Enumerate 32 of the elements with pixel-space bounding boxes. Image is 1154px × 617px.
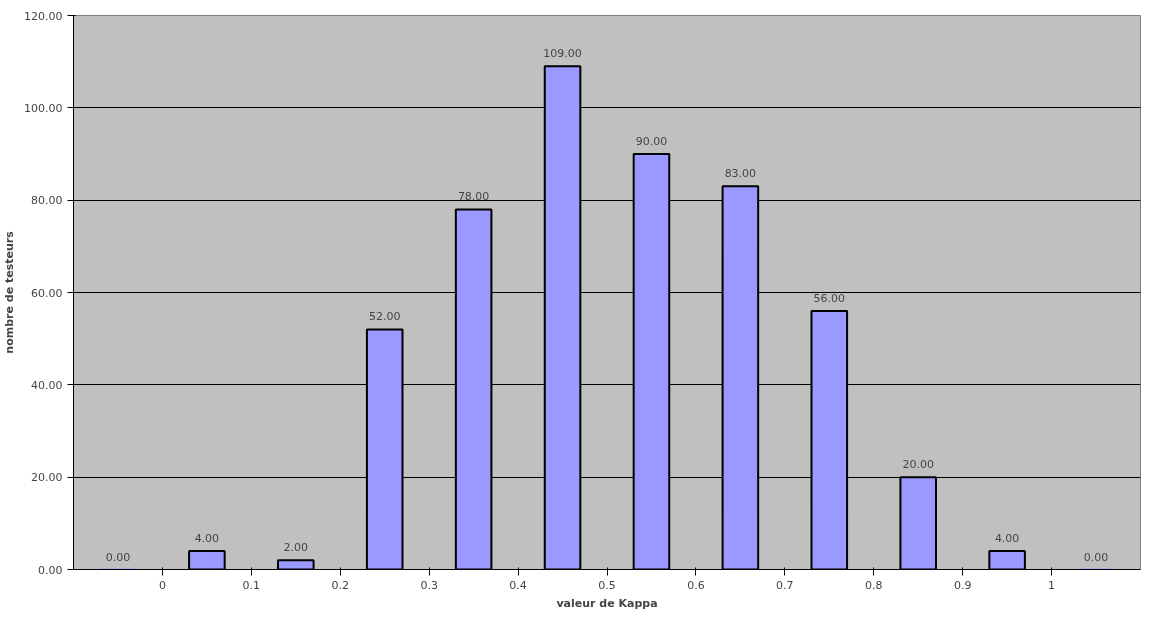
y-tick-label: 120.00 — [24, 9, 63, 23]
y-axis-title: nombre de testeurs — [3, 230, 17, 354]
x-tick-label: 0.1 — [242, 578, 261, 592]
x-tick-label: 0.8 — [865, 578, 883, 592]
x-tick-label: 0.2 — [331, 578, 349, 592]
data-label: 83.00 — [724, 167, 757, 181]
y-tick-label: 60.00 — [31, 286, 63, 300]
x-tick-label: 0.4 — [509, 578, 527, 592]
x-tick-label: 0.5 — [598, 578, 616, 592]
data-label: 78.00 — [457, 190, 490, 204]
x-tick-label: 0 — [158, 578, 166, 592]
data-label: 109.00 — [543, 47, 582, 61]
x-tick-label: 0.9 — [953, 578, 972, 592]
data-label: 52.00 — [368, 310, 401, 324]
data-label: 0.00 — [1083, 550, 1109, 564]
x-tick-label: 0.3 — [420, 578, 438, 592]
x-axis-title: valeur de Kappa — [556, 596, 658, 610]
data-label: 56.00 — [813, 291, 846, 305]
x-tick-label: 0.6 — [687, 578, 705, 592]
y-tick-label: 100.00 — [24, 101, 63, 115]
y-tick-label: 80.00 — [31, 194, 63, 208]
x-tick-label: 1 — [1048, 578, 1056, 592]
data-label: 2.00 — [283, 541, 309, 555]
y-tick-label: 20.00 — [31, 471, 63, 485]
x-tick-label: 0.7 — [776, 578, 794, 592]
data-label: 4.00 — [994, 532, 1020, 546]
data-label: 90.00 — [635, 135, 668, 148]
y-tick-label: 40.00 — [31, 378, 63, 392]
y-tick-label: 0.00 — [38, 563, 63, 577]
data-label: 4.00 — [194, 532, 220, 546]
data-label: 0.00 — [105, 550, 131, 564]
data-label: 20.00 — [902, 458, 934, 472]
